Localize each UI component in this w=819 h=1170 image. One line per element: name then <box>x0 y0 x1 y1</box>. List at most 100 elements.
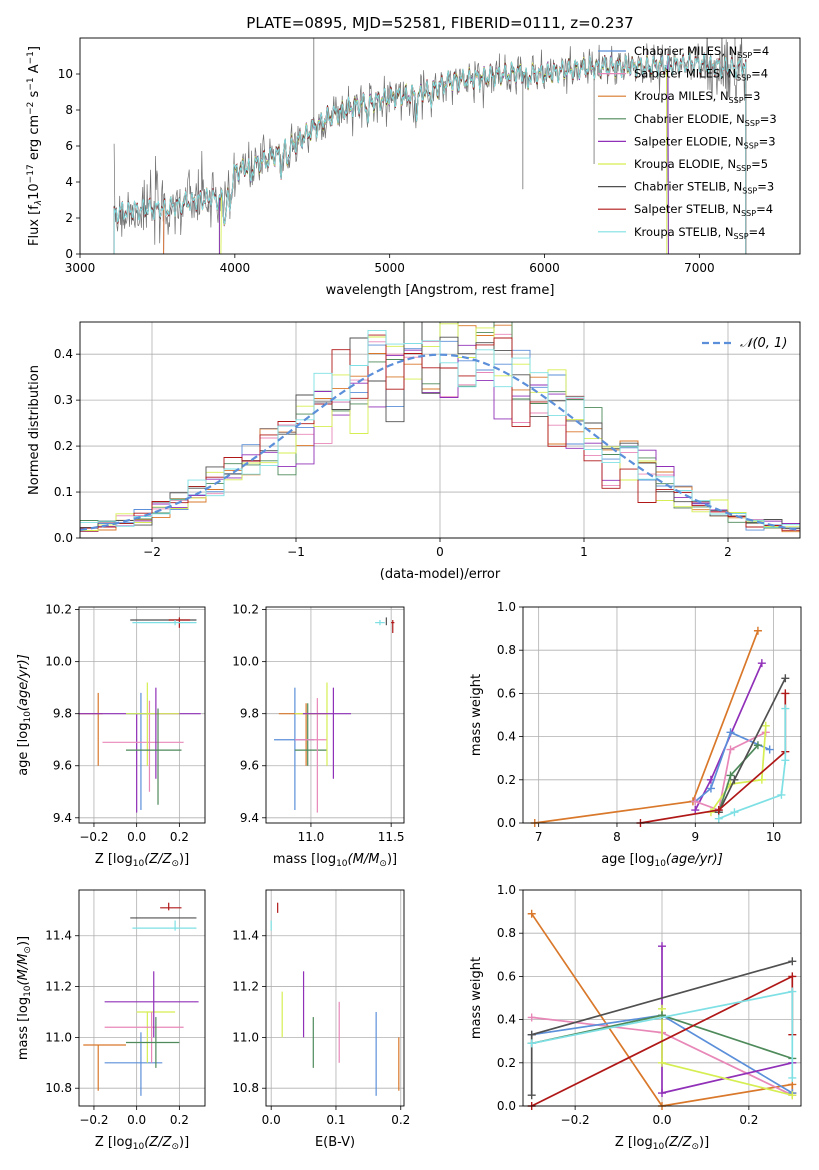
mass-weight-marker-chab_stelib <box>527 1091 536 1100</box>
mass-weight-marker-salp_miles <box>691 797 700 806</box>
y-axis-label: Normed distribution <box>27 365 42 495</box>
xlabel-sun: ⊙ <box>379 859 387 869</box>
legend-label: Salpeter STELIB, N <box>634 202 741 216</box>
y-tick-label: 9.6 <box>53 759 72 773</box>
xlabel-text: (age/yr)] <box>666 852 723 867</box>
y-label-text: 10 <box>27 183 42 200</box>
x-tick-label: 5000 <box>374 261 405 275</box>
mass-weight-marker-krou_stelib <box>788 1073 797 1082</box>
x-tick-label: 0.0 <box>262 1113 281 1127</box>
mass-weight-line-salp_miles <box>695 731 767 812</box>
xlabel-text: Z [log <box>95 852 133 867</box>
xlabel-subscript: 10 <box>653 1142 665 1152</box>
legend-subscript: SSP <box>741 209 756 218</box>
massweight_vs_age-axes-frame <box>522 606 802 824</box>
y-tick-label: 9.6 <box>240 759 259 773</box>
y-tick-label: 11.0 <box>232 1030 259 1044</box>
legend-subscript: SSP <box>734 232 749 241</box>
legend-entry: Kroupa MILES, NSSP=3 <box>634 89 760 105</box>
y-tick-label: 11.2 <box>232 980 259 994</box>
xlabel-sun: ⊙ <box>171 1142 179 1152</box>
ylabel-label: mass [log10(M/M⊙)] <box>16 936 33 1060</box>
legend-entry: Salpeter MILES, NSSP=4 <box>634 67 768 83</box>
y-label-sub: λ <box>34 200 44 206</box>
x-tick-label: 0.0 <box>652 1113 671 1127</box>
mass-weight-marker-krou_miles <box>527 909 536 918</box>
y-tick-label: 0.1 <box>54 485 73 499</box>
y-label-text: s <box>27 90 42 101</box>
y-tick-label: 10.0 <box>232 655 259 669</box>
mass-weight-marker-chab_stelib <box>781 674 790 683</box>
histogram-krou_stelib <box>80 329 800 538</box>
legend-label: =3 <box>757 180 774 194</box>
xlabel-text: (Z/Z <box>144 852 172 867</box>
x-tick-label: 6000 <box>529 261 560 275</box>
y-tick-label: 0.2 <box>54 439 73 453</box>
y-tick-label: 10.8 <box>232 1081 259 1095</box>
x-axis-label: (data-model)/error <box>380 567 501 582</box>
y-tick-label: 10.0 <box>45 655 72 669</box>
mass-weight-marker-chab_miles <box>706 784 715 793</box>
x-tick-label: 0.2 <box>170 830 189 844</box>
y-tick-label: 10.8 <box>45 1081 72 1095</box>
xlabel-sun: ⊙ <box>171 859 179 869</box>
x-tick-label: 11.0 <box>298 830 325 844</box>
xlabel-subscript: 10 <box>133 859 145 869</box>
legend-subscript: SSP <box>737 51 752 60</box>
x-tick-label: 9 <box>691 830 699 844</box>
x-tick-label: 2 <box>724 545 732 559</box>
xlabel-sun: ⊙ <box>691 1142 699 1152</box>
legend-entry: Chabrier MILES, NSSP=4 <box>634 44 769 60</box>
legend-label: Salpeter MILES, N <box>634 67 736 81</box>
gaussian-legend-label: 𝒩(0, 1) <box>740 336 787 351</box>
spectrum-model-krou_stelib <box>113 52 747 254</box>
xlabel-label: Z [log10(Z/Z⊙)] <box>615 1135 709 1152</box>
xlabel-text: Z [log <box>615 1135 653 1150</box>
mass-weight-marker-salp_miles <box>527 1013 536 1022</box>
xlabel-text: (Z/Z <box>664 1135 692 1150</box>
y-tick-label: 0.0 <box>54 531 73 545</box>
ylabel-text: (age/yr)] <box>16 654 31 711</box>
xlabel-subscript: 10 <box>336 859 348 869</box>
xlabel-text: )] <box>387 852 397 867</box>
ylabel-text: age [log <box>16 723 31 776</box>
legend-label: Chabrier ELODIE, N <box>634 112 745 126</box>
age_vs_mass-axes-frame <box>265 606 405 824</box>
mass-weight-marker-chab_stelib <box>788 957 797 966</box>
y-tick-label: 9.8 <box>240 707 259 721</box>
legend-subscript: SSP <box>745 119 760 128</box>
legend-label: =4 <box>756 202 773 216</box>
histogram-salp_stelib <box>80 334 800 538</box>
mass-weight-marker-krou_stelib <box>714 814 723 823</box>
legend-label: Kroupa STELIB, N <box>634 225 734 239</box>
y-label-sup: −1 <box>26 51 36 64</box>
residual_hist-axes: −2 −1 0 1 2 0.0 0.1 0.2 0.3 0.4 <box>54 322 800 559</box>
x-tick-label: −1 <box>287 545 305 559</box>
x-axis-label: E(B-V) <box>315 1135 355 1150</box>
xlabel-label: Z [log10(Z/Z⊙)] <box>95 852 189 869</box>
mass-weight-marker-krou_stelib <box>777 790 786 799</box>
y-label-text: ] <box>27 46 42 51</box>
x-tick-label: 0.2 <box>391 1113 410 1127</box>
y-label-text: erg cm <box>27 115 42 164</box>
mass-weight-marker-krou_elodie <box>757 775 766 784</box>
x-tick-label: −0.2 <box>79 830 108 844</box>
x-axis-label: wavelength [Angstrom, rest frame] <box>326 283 555 298</box>
y-tick-label: 10.2 <box>45 603 72 617</box>
y-tick-label: 6 <box>65 139 73 153</box>
mass-weight-line-krou_elodie <box>710 725 767 813</box>
legend-subscript: SSP <box>736 164 751 173</box>
x-tick-label: 0.0 <box>127 1113 146 1127</box>
legend-entry: Kroupa ELODIE, NSSP=5 <box>634 157 768 173</box>
legend-entry: Salpeter STELIB, NSSP=4 <box>634 202 773 218</box>
legend-label: Chabrier MILES, N <box>634 44 737 58</box>
y-tick-label: 0 <box>65 247 73 261</box>
spectrum-axes: 3000 4000 5000 6000 7000 0 2 4 6 8 10 <box>58 67 715 275</box>
age_vs_Z-axes: −0.2 0.0 0.2 9.4 9.6 9.8 10.0 10.2 <box>45 603 205 844</box>
x-tick-label: 0.2 <box>739 1113 758 1127</box>
legend-subscript: SSP <box>729 96 744 105</box>
mass_vs_Z-axes: −0.2 0.0 0.2 10.8 11.0 11.2 11.4 <box>45 890 205 1127</box>
ylabel-label: age [log10(age/yr)] <box>16 654 33 776</box>
y-tick-label: 0.6 <box>497 969 516 983</box>
